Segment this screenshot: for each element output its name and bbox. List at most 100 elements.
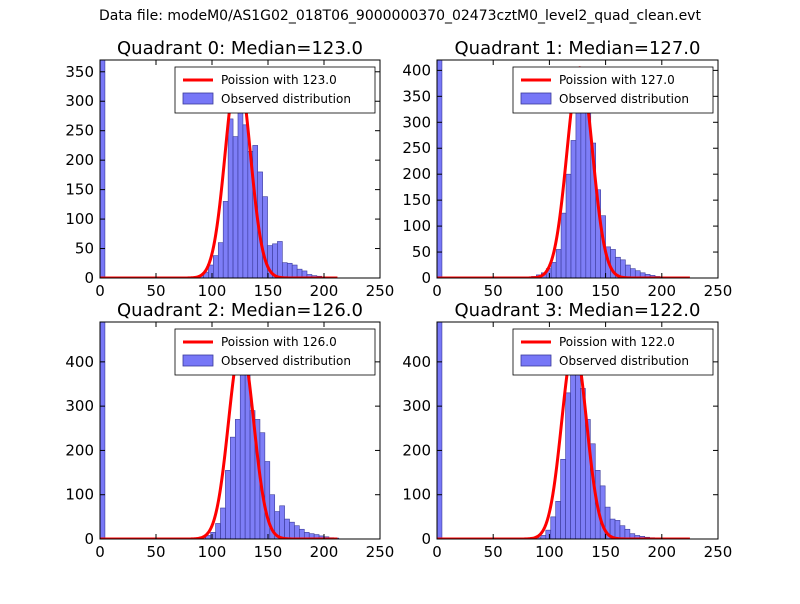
y-tick-label: 300 — [402, 113, 431, 131]
x-tick-label: 150 — [591, 543, 620, 561]
x-tick-label: 150 — [591, 282, 620, 300]
histogram-bar — [556, 249, 561, 278]
histogram-bar — [541, 535, 546, 539]
legend-label-poisson: Poission with 123.0 — [221, 73, 337, 87]
histogram-bar — [551, 262, 556, 278]
histogram-bar — [615, 520, 620, 539]
x-tick-label: 150 — [254, 282, 283, 300]
x-tick-label: 0 — [432, 543, 442, 561]
y-tick-label: 200 — [402, 441, 431, 459]
histogram-bar — [581, 96, 586, 278]
histogram-bar-zero — [437, 322, 442, 539]
y-tick-label: 300 — [402, 397, 431, 415]
x-tick-label: 250 — [704, 543, 733, 561]
histogram-bar — [221, 508, 226, 539]
histogram-bar — [216, 524, 221, 540]
histogram-bar — [211, 532, 216, 539]
y-tick-label: 350 — [65, 63, 94, 81]
y-tick-label: 300 — [65, 92, 94, 110]
histogram-bar — [290, 522, 295, 539]
histogram-bar — [285, 519, 290, 539]
x-tick-label: 250 — [366, 543, 395, 561]
x-tick-label: 250 — [366, 282, 395, 300]
x-tick-label: 50 — [146, 543, 165, 561]
legend-label-poisson: Poission with 126.0 — [221, 335, 337, 349]
legend-label-observed: Observed distribution — [221, 354, 351, 368]
x-tick-label: 200 — [310, 282, 339, 300]
histogram-bar — [235, 419, 240, 539]
x-tick-label: 0 — [95, 282, 105, 300]
y-tick-label: 400 — [402, 353, 431, 371]
histogram-bar — [546, 530, 551, 539]
legend-label-poisson: Poission with 122.0 — [559, 335, 675, 349]
y-tick-label: 100 — [402, 217, 431, 235]
x-tick-label: 0 — [432, 282, 442, 300]
legend-label-observed: Observed distribution — [559, 92, 689, 106]
histogram-bar — [243, 125, 248, 278]
y-tick-label: 400 — [402, 61, 431, 79]
x-tick-label: 50 — [146, 282, 165, 300]
y-tick-label: 100 — [402, 486, 431, 504]
y-tick-label: 50 — [75, 240, 94, 258]
y-tick-label: 200 — [65, 151, 94, 169]
histogram-bar — [575, 353, 580, 539]
legend-label-observed: Observed distribution — [559, 354, 689, 368]
histogram-bar — [620, 526, 625, 539]
x-tick-label: 100 — [535, 282, 564, 300]
y-tick-label: 50 — [412, 243, 431, 261]
x-tick-label: 200 — [647, 543, 676, 561]
panel-title: Quadrant 1: Median=127.0 — [455, 38, 701, 59]
x-tick-label: 200 — [647, 282, 676, 300]
histogram-bar — [223, 201, 228, 278]
x-tick-label: 100 — [198, 282, 227, 300]
histogram-bar — [294, 526, 299, 539]
panel-title: Quadrant 2: Median=126.0 — [117, 300, 363, 321]
histogram-bar-zero — [437, 60, 442, 278]
histogram-bar-zero — [100, 322, 105, 539]
y-tick-label: 150 — [65, 181, 94, 199]
histogram-bar — [218, 243, 223, 278]
legend: Poission with 123.0 Observed distribution — [175, 67, 375, 113]
histogram-bar — [228, 119, 233, 278]
panel-title: Quadrant 0: Median=123.0 — [117, 38, 363, 59]
y-tick-label: 0 — [84, 530, 94, 548]
histogram-bar — [213, 256, 218, 278]
y-tick-label: 0 — [84, 269, 94, 287]
histogram-bar — [230, 437, 235, 539]
y-tick-label: 250 — [65, 122, 94, 140]
y-tick-label: 0 — [421, 269, 431, 287]
y-tick-label: 200 — [402, 165, 431, 183]
histogram-bar — [561, 213, 566, 278]
legend: Poission with 122.0 Observed distribution — [513, 329, 713, 375]
x-tick-label: 50 — [484, 282, 503, 300]
y-tick-label: 350 — [402, 87, 431, 105]
x-tick-label: 0 — [95, 543, 105, 561]
histogram-bar — [551, 517, 556, 539]
histogram-bar-zero — [100, 60, 105, 278]
histogram-bar — [277, 241, 282, 278]
y-tick-label: 0 — [421, 530, 431, 548]
figure-title: Data file: modeM0/AS1G02_018T06_90000003… — [0, 8, 800, 24]
histogram-bar — [625, 265, 630, 278]
y-tick-label: 400 — [65, 353, 94, 371]
x-tick-label: 50 — [484, 543, 503, 561]
y-tick-label: 250 — [402, 139, 431, 157]
legend-swatch-observed — [183, 355, 213, 366]
histogram-bar — [265, 462, 270, 540]
legend-swatch-observed — [183, 93, 213, 104]
x-tick-label: 250 — [704, 282, 733, 300]
histogram-bar — [566, 174, 571, 278]
histogram-bar — [233, 137, 238, 278]
legend-swatch-observed — [521, 355, 551, 366]
histogram-bar — [576, 91, 581, 278]
x-tick-label: 150 — [254, 543, 283, 561]
legend-label-observed: Observed distribution — [221, 92, 351, 106]
histogram-bar — [292, 265, 297, 278]
histogram-bar — [571, 140, 576, 278]
